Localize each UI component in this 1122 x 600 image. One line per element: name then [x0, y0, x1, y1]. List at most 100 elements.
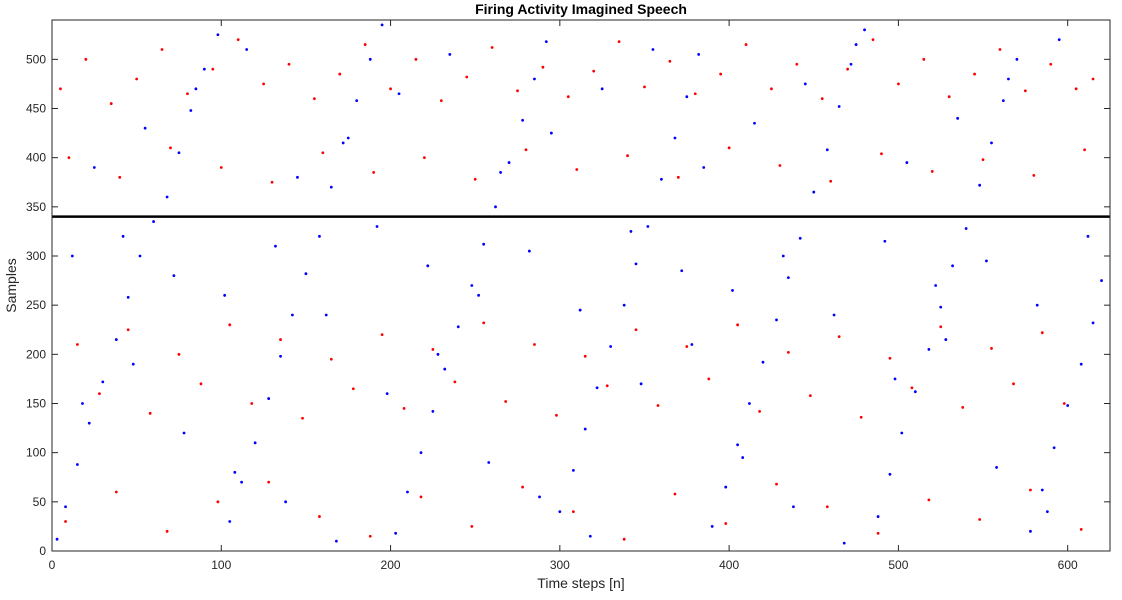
data-point: [792, 505, 795, 509]
data-point: [338, 72, 342, 76]
data-point: [592, 69, 596, 73]
data-point: [148, 411, 152, 415]
data-point: [59, 87, 62, 91]
y-tick-label: 150: [26, 397, 46, 411]
y-tick-label: 100: [26, 446, 46, 460]
x-tick-label: 300: [550, 558, 570, 572]
data-point: [482, 242, 486, 246]
data-point: [194, 87, 198, 91]
data-point: [228, 323, 232, 327]
data-point: [668, 59, 672, 63]
data-point: [1086, 234, 1090, 238]
data-point: [634, 262, 638, 266]
data-point: [368, 534, 372, 538]
data-point: [566, 95, 570, 99]
data-point: [172, 274, 176, 278]
data-point: [685, 345, 689, 348]
data-point: [578, 308, 582, 312]
data-point: [456, 325, 460, 329]
data-point: [944, 338, 948, 341]
data-point: [1012, 382, 1015, 386]
data-point: [494, 205, 497, 209]
data-point: [487, 461, 491, 464]
data-point: [849, 62, 853, 66]
data-point: [741, 456, 745, 459]
data-point: [1049, 62, 1053, 66]
data-point: [394, 531, 398, 535]
data-point: [131, 362, 135, 366]
data-point: [748, 402, 751, 405]
data-point: [321, 151, 325, 155]
data-point: [1015, 57, 1019, 61]
data-point: [673, 136, 677, 140]
data-point: [727, 146, 731, 150]
data-point: [719, 72, 723, 76]
data-point: [555, 413, 558, 417]
data-point: [1091, 321, 1095, 325]
data-point: [397, 92, 401, 96]
data-point: [402, 407, 406, 410]
data-point: [177, 352, 181, 356]
data-point: [825, 505, 829, 509]
data-point: [211, 67, 215, 71]
data-point: [832, 313, 836, 317]
data-point: [470, 284, 474, 287]
data-point: [262, 82, 265, 86]
data-point: [1007, 77, 1010, 81]
data-point: [736, 443, 739, 447]
data-point: [951, 264, 954, 268]
y-tick-label: 450: [26, 102, 46, 116]
data-point: [753, 121, 756, 125]
data-point: [710, 525, 714, 528]
data-point: [318, 234, 321, 238]
scatter-points: [55, 23, 1103, 545]
data-point: [223, 293, 227, 297]
data-point: [888, 356, 892, 360]
data-point: [507, 161, 511, 164]
data-point: [981, 158, 985, 162]
data-point: [182, 431, 186, 435]
data-point: [622, 303, 626, 307]
data-point: [126, 328, 130, 332]
data-point: [786, 350, 790, 354]
data-point: [334, 539, 338, 543]
data-point: [380, 333, 384, 337]
data-point: [380, 23, 384, 27]
data-point: [978, 183, 982, 187]
data-point: [92, 166, 96, 169]
data-point: [1023, 89, 1027, 93]
data-point: [216, 33, 220, 37]
data-point: [656, 404, 660, 407]
plot-area-frame: [51, 19, 1111, 552]
x-tick-label: 400: [719, 558, 739, 572]
data-point: [490, 46, 494, 49]
data-point: [558, 510, 562, 514]
data-point: [859, 415, 863, 419]
data-point: [990, 347, 993, 350]
data-point: [504, 400, 508, 403]
data-point: [165, 529, 169, 533]
data-point: [837, 105, 841, 108]
data-point: [482, 321, 486, 325]
data-point: [651, 48, 655, 51]
y-tick-label: 350: [26, 200, 46, 214]
data-point: [279, 338, 282, 341]
data-point: [363, 43, 367, 46]
data-point: [152, 220, 155, 223]
y-axis-label: Samples: [3, 258, 19, 312]
data-point: [549, 131, 553, 135]
data-point: [426, 264, 430, 268]
data-point: [1057, 38, 1061, 42]
data-point: [893, 377, 897, 381]
x-tick-label: 500: [888, 558, 908, 572]
data-point: [216, 500, 220, 504]
data-point: [786, 276, 790, 280]
data-point: [1083, 148, 1087, 152]
data-point: [798, 236, 802, 240]
data-point: [775, 318, 778, 322]
data-point: [341, 141, 345, 145]
data-point: [443, 367, 447, 371]
data-point: [346, 136, 350, 140]
data-point: [64, 505, 67, 509]
